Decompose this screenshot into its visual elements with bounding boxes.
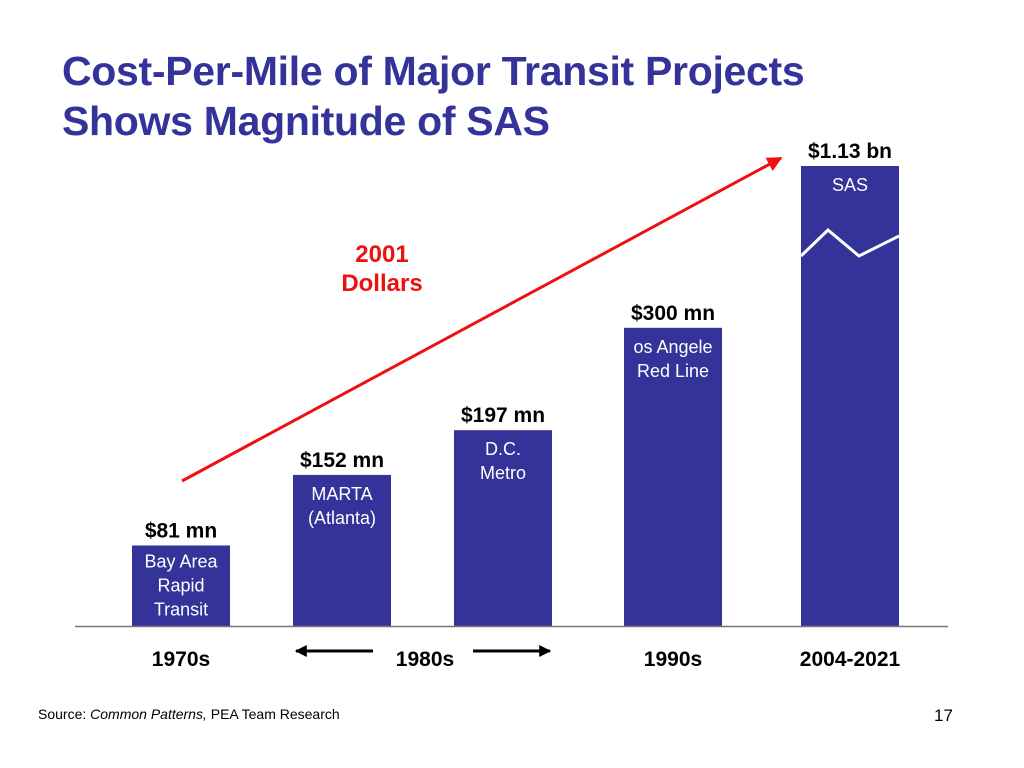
- bar-1-label-line-1: Bay Area: [144, 552, 218, 572]
- source-rest: PEA Team Research: [206, 706, 340, 722]
- value-label-2: $152 mn: [300, 449, 384, 472]
- bar-3-label-line-1: D.C.: [485, 439, 521, 459]
- bar-1-label-line-3: Transit: [154, 600, 208, 620]
- bar-4-label-line-1: os Angele: [633, 337, 712, 357]
- value-label-4: $300 mn: [631, 302, 715, 325]
- bar-1-label-line-2: Rapid: [157, 576, 204, 596]
- value-label-1: $81 mn: [145, 519, 217, 542]
- trend-annotation-line-2: Dollars: [341, 270, 422, 297]
- bar-5-label-line-1: SAS: [832, 175, 868, 195]
- value-label-3: $197 mn: [461, 404, 545, 427]
- bar-5: [801, 166, 899, 626]
- period-label-3: 1990s: [644, 648, 702, 671]
- bar-3-label-line-2: Metro: [480, 463, 526, 483]
- bar-4: [624, 327, 722, 626]
- axis-break-mark: [799, 227, 900, 258]
- value-label-5: $1.13 bn: [808, 140, 892, 163]
- slide-title: Cost-Per-Mile of Major Transit Projects …: [62, 46, 805, 146]
- trend-annotation-line-1: 2001: [355, 241, 408, 268]
- period-label-4: 2004-2021: [800, 648, 901, 671]
- footer-source: Source: Common Patterns, PEA Team Resear…: [38, 706, 340, 722]
- source-title: Common Patterns,: [90, 706, 207, 722]
- period-label-1: 1970s: [152, 648, 210, 671]
- trend-arrow: [181, 156, 783, 483]
- bar-2: [293, 474, 391, 626]
- source-label: Source:: [38, 706, 91, 722]
- slide-title-line-1: Cost-Per-Mile of Major Transit Projects: [62, 48, 805, 94]
- bar-4-label-line-2: Red Line: [637, 361, 709, 381]
- bar-3: [454, 430, 552, 626]
- bar-2-label-line-1: MARTA: [311, 484, 372, 504]
- period-label-2: 1980s: [396, 648, 454, 671]
- page-number: 17: [934, 706, 953, 725]
- slide-title-line-2: Shows Magnitude of SAS: [62, 98, 550, 144]
- bar-1: [132, 545, 230, 626]
- bar-2-label-line-2: (Atlanta): [308, 508, 376, 528]
